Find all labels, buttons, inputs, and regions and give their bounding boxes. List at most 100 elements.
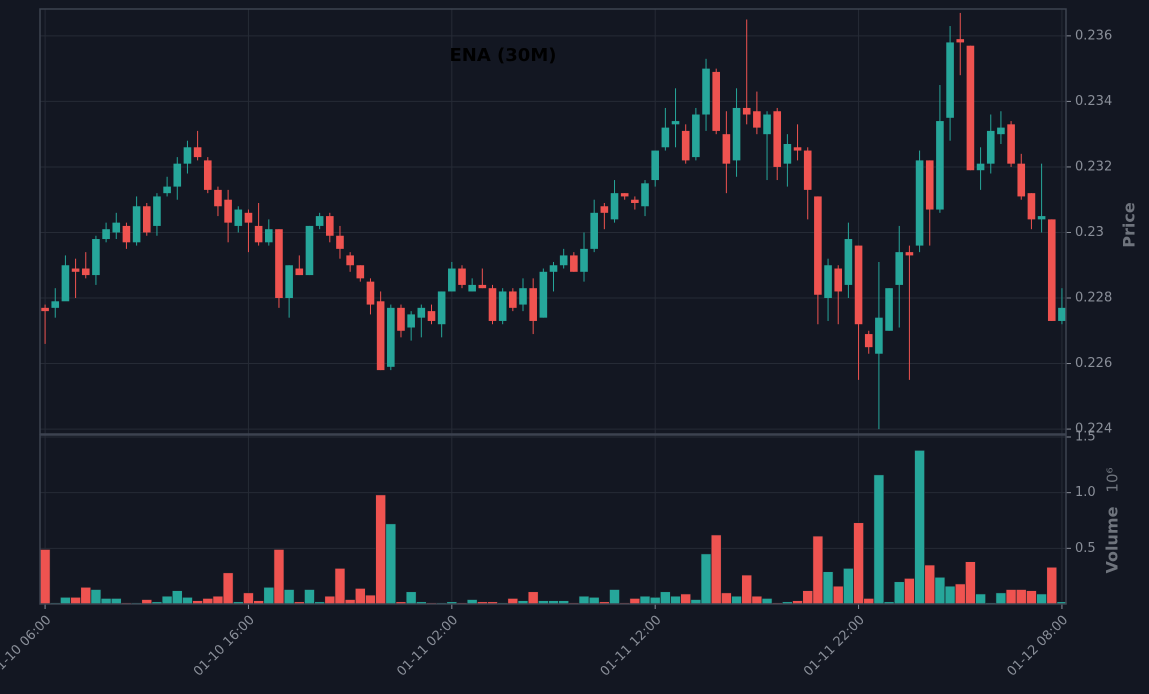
volume-bar (365, 594, 376, 605)
volume-bar (954, 583, 966, 605)
volume-bar (90, 589, 102, 605)
volume-bar (39, 549, 51, 605)
candle-body (539, 271, 548, 318)
candle-body (1027, 193, 1036, 220)
volume-bar (822, 571, 834, 605)
volume-bar (863, 598, 875, 605)
candle-body (834, 268, 843, 292)
candle-body (742, 107, 751, 115)
volume-bar (751, 595, 763, 605)
volume-bar (527, 591, 539, 605)
candle-body (783, 144, 792, 164)
candle-body (732, 107, 741, 161)
candle-body (925, 160, 934, 210)
y-tick-label: 1.0 (1075, 485, 1096, 500)
volume-bar (802, 590, 814, 605)
volume-bar (1046, 566, 1058, 605)
candle-body (702, 68, 710, 115)
candle-body (722, 134, 731, 164)
candle-body (153, 196, 161, 226)
volume-bar (721, 592, 732, 605)
candle-body (885, 288, 893, 331)
candle-body (692, 114, 700, 158)
volume-bar (609, 589, 620, 605)
volume-bar (843, 568, 854, 605)
candle-body (407, 314, 415, 328)
candle-body (51, 301, 60, 308)
candle-body (214, 189, 222, 207)
candle-body (326, 216, 334, 236)
volume-bar (578, 595, 590, 605)
volume-bar (934, 576, 946, 605)
candle-body (712, 71, 721, 131)
y-tick-label: 1.5 (1075, 430, 1096, 445)
candle-body (41, 307, 49, 312)
candle-body (132, 206, 141, 243)
volume-bar (873, 474, 885, 605)
candle-body (864, 334, 873, 348)
y-tick-label: 0.228 (1075, 291, 1112, 306)
volume-bar (965, 561, 976, 605)
candle-body (976, 163, 985, 171)
volume-bar (741, 574, 753, 605)
volume-bar (1005, 589, 1017, 605)
candle-body (468, 284, 476, 292)
candle-body (509, 291, 517, 308)
candle-body (244, 212, 253, 223)
candle-body (437, 291, 446, 325)
candle-body (254, 225, 263, 243)
volume-frame (39, 434, 1067, 605)
volume-bar (507, 598, 519, 605)
volume-bar (405, 591, 417, 605)
volume-bar (995, 592, 1007, 605)
candle-body (824, 265, 832, 299)
candle-body (559, 255, 568, 266)
volume-bar (283, 589, 295, 605)
candle-body (203, 160, 212, 190)
candle-body (387, 307, 395, 367)
candle-body (681, 130, 690, 161)
candle-body (641, 183, 649, 207)
volume-bar (324, 595, 336, 605)
candle-body (356, 265, 365, 279)
volume-bar (649, 597, 661, 605)
candle-body (590, 212, 598, 249)
volume-bar (273, 549, 285, 605)
candle-body (946, 42, 954, 118)
price-frame (39, 8, 1067, 435)
volume-bar (629, 598, 641, 605)
volume-bar (385, 523, 397, 605)
volume-bar (243, 592, 254, 605)
volume-bar (202, 598, 214, 605)
candle-body (631, 199, 639, 203)
y-tick-label: 0.224 (1075, 422, 1112, 437)
candle-body (854, 245, 863, 325)
candle-body (458, 268, 466, 285)
y-tick-label: 0.232 (1075, 159, 1112, 174)
volume-bar (944, 585, 956, 605)
y-tick-label: 0.226 (1075, 356, 1112, 371)
candle-body (1047, 219, 1056, 321)
candle-body (1007, 124, 1015, 164)
y-tick-label: 0.23 (1075, 225, 1104, 240)
candle-body (844, 239, 853, 285)
candle-body (519, 288, 527, 305)
volume-axis-label: Volume (1103, 506, 1122, 573)
volume-bar (70, 597, 81, 605)
candle-body (224, 199, 232, 223)
candle-body (366, 281, 375, 305)
volume-bar (639, 595, 651, 605)
volume-bar (100, 598, 112, 605)
volume-bar (761, 598, 773, 605)
candle-body (763, 114, 771, 135)
candle-body (488, 288, 497, 321)
candle-body (1017, 163, 1026, 197)
volume-bar (375, 494, 386, 605)
candle-body (875, 317, 883, 354)
candle-body (936, 121, 944, 210)
volume-bar (853, 522, 864, 605)
volume-bar (731, 595, 742, 605)
candle-body (814, 196, 822, 295)
candle-body (92, 239, 100, 276)
